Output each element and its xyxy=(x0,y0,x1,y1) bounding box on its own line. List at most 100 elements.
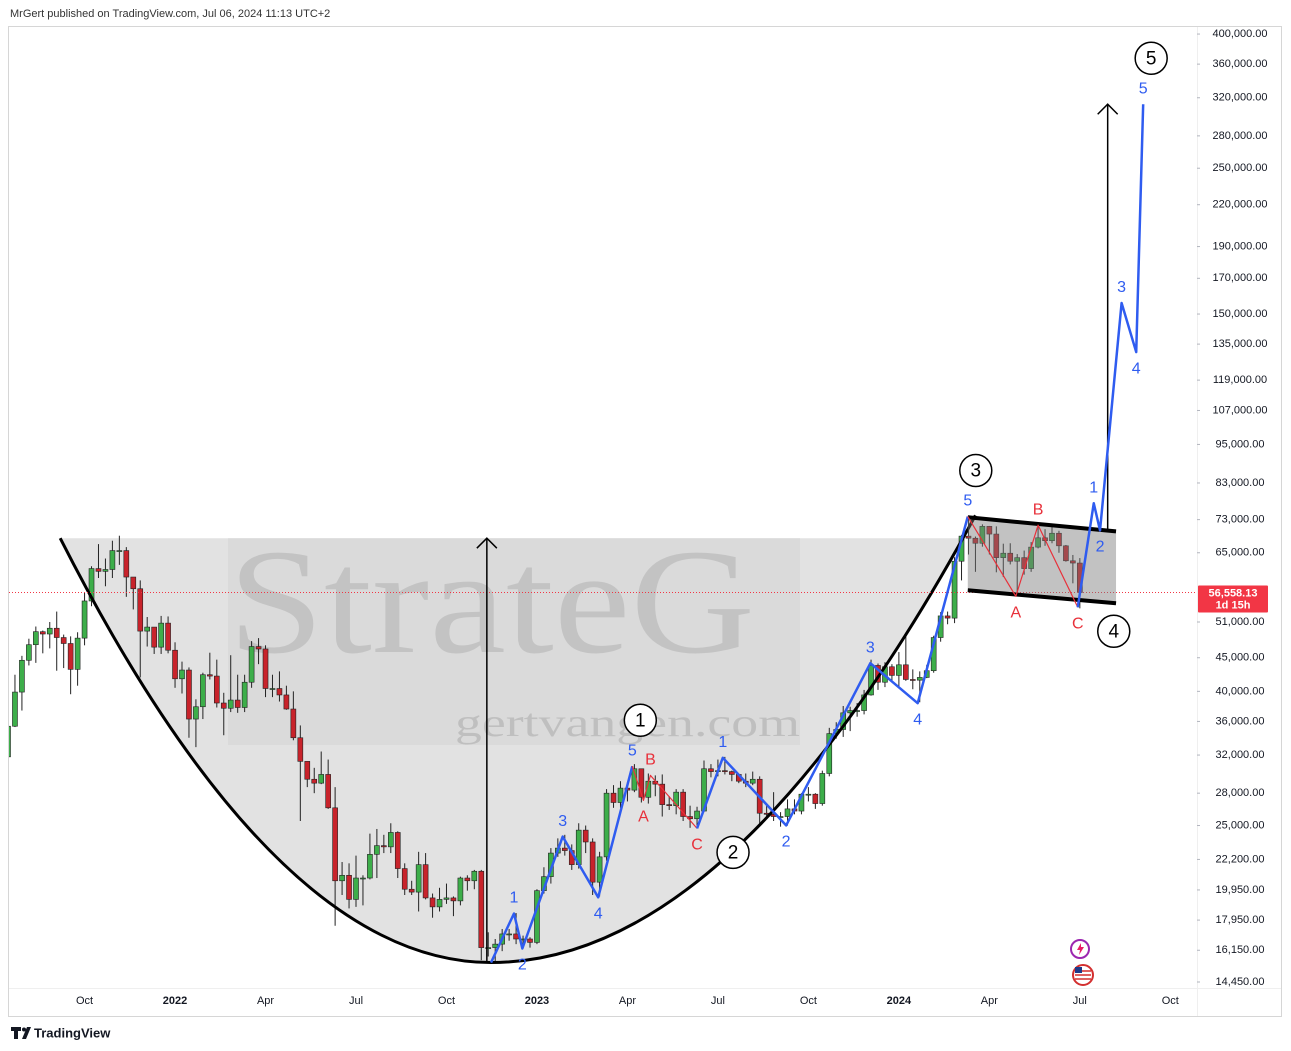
y-tick-label: 14,450.00 xyxy=(1216,976,1265,988)
wave-label: 5 xyxy=(963,493,972,510)
candle-body xyxy=(297,737,304,762)
x-tick-label: 2024 xyxy=(887,995,912,1007)
candle-body xyxy=(617,787,624,803)
candle-body xyxy=(262,648,269,689)
frame xyxy=(8,26,1282,1017)
candle-body xyxy=(903,664,909,680)
candle-body xyxy=(234,699,241,708)
wave-line xyxy=(631,766,698,829)
wave-label: 3 xyxy=(1117,279,1126,296)
candle-body xyxy=(311,778,318,784)
wave-label: 3 xyxy=(866,639,875,656)
candle-body xyxy=(694,810,700,820)
wave-label: C xyxy=(691,837,703,854)
candle-body xyxy=(561,847,568,851)
x-tick-label: 2023 xyxy=(525,995,549,1007)
y-tick-label: 65,000.00 xyxy=(1216,547,1265,559)
candle-body xyxy=(193,706,199,720)
candle-body xyxy=(673,791,679,806)
candle-body xyxy=(332,807,338,882)
candle-body xyxy=(485,947,492,949)
candle-body xyxy=(220,702,227,709)
candle-body xyxy=(1007,552,1014,562)
wave-label: B xyxy=(1033,501,1044,518)
candle-body xyxy=(227,699,234,709)
y-tick-label: 40,000.00 xyxy=(1216,685,1265,697)
price-countdown: 1d 15h xyxy=(1216,599,1251,611)
candle-body xyxy=(9,725,11,758)
y-tick-label: 400,000.00 xyxy=(1212,28,1267,40)
candle-body xyxy=(666,804,673,806)
candle-body xyxy=(318,774,325,784)
brand-logo-dot xyxy=(22,1027,26,1032)
candle-body xyxy=(325,774,331,809)
wave-label: 5 xyxy=(628,742,637,759)
candle-body xyxy=(116,550,123,552)
candle-body xyxy=(680,791,686,817)
candle-body xyxy=(805,793,812,796)
candle-body xyxy=(67,643,74,670)
y-tick-label: 107,000.00 xyxy=(1212,404,1267,416)
candle-body xyxy=(1070,560,1076,564)
channel-fill xyxy=(967,517,1117,604)
candle-body xyxy=(819,773,826,804)
candle-body xyxy=(387,832,394,848)
candle-body xyxy=(186,669,192,720)
degree-circle xyxy=(716,835,750,870)
candle-body xyxy=(812,793,819,804)
x-tick-label: Apr xyxy=(619,995,636,1007)
x-tick-label: Oct xyxy=(1162,995,1179,1007)
y-tick-label: 19,950.00 xyxy=(1216,884,1265,896)
axes: 400,000.00 360,000.00 320,000.00 280,000.00… xyxy=(76,28,1268,1007)
candle-body xyxy=(26,644,32,661)
candle-body xyxy=(603,792,610,858)
candle-body xyxy=(527,938,533,943)
y-tick-label: 95,000.00 xyxy=(1216,438,1265,450)
plot-area: StrateG gertvangen.com 123451ABC2123453A… xyxy=(9,41,1197,974)
candle-body xyxy=(53,627,60,638)
candle-body xyxy=(374,845,380,855)
candle-body xyxy=(74,637,81,670)
candle-body xyxy=(109,550,116,570)
degree-label: 2 xyxy=(728,842,739,863)
candle-body xyxy=(868,665,874,696)
candle-body xyxy=(60,637,67,644)
y-tick-label: 135,000.00 xyxy=(1212,338,1267,350)
watermark-title: StrateG xyxy=(228,519,755,685)
candle-body xyxy=(102,569,109,572)
candle-body xyxy=(896,664,902,676)
arrow-head xyxy=(476,537,498,549)
y-tick-label: 45,000.00 xyxy=(1216,652,1265,664)
candle-body xyxy=(436,899,443,908)
candle-body xyxy=(339,874,345,882)
candle-body xyxy=(207,674,213,677)
y-tick-label: 360,000.00 xyxy=(1212,58,1267,70)
channel-upper xyxy=(967,515,1117,534)
wave-line xyxy=(489,765,634,964)
wave-line xyxy=(967,516,1079,608)
candle-body xyxy=(19,659,25,693)
y-tick-label: 83,000.00 xyxy=(1216,477,1265,489)
price-label-box xyxy=(1198,585,1268,613)
candle-body xyxy=(290,708,297,739)
candle-body xyxy=(784,808,791,817)
candle-body xyxy=(12,691,18,727)
y-tick-label: 250,000.00 xyxy=(1212,162,1267,174)
candle-body xyxy=(749,778,756,784)
candle-body xyxy=(478,870,485,948)
wave-label: 1 xyxy=(510,890,519,907)
x-tick-label: Oct xyxy=(800,995,817,1007)
wave-label: B xyxy=(645,752,656,769)
degree-label: 3 xyxy=(970,461,981,482)
candle-body xyxy=(151,626,157,648)
candle-body xyxy=(367,854,373,879)
byline: MrGert published on TradingView.com, Jul… xyxy=(10,8,330,20)
candle-body xyxy=(179,669,185,680)
cup-fill xyxy=(60,538,963,963)
wave-label: A xyxy=(638,809,649,826)
degree-circle xyxy=(1097,614,1131,649)
candle-body xyxy=(979,526,986,544)
